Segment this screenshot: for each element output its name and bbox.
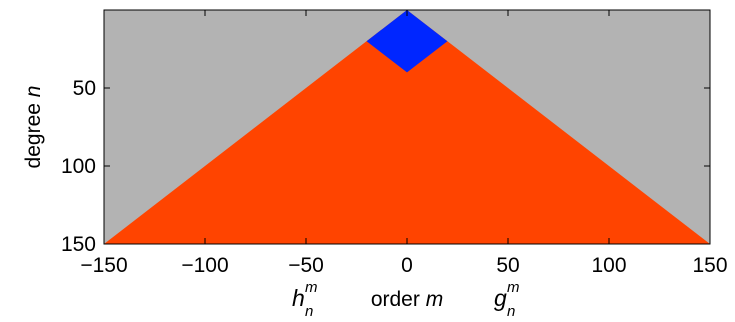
x-tick-label: 100: [591, 254, 626, 277]
y-axis-ticks: 50 100 150: [61, 77, 710, 256]
x-axis-ticks: −150 −100 −50 0 50 100 150: [80, 10, 728, 277]
annotation-subscript: n: [305, 303, 313, 320]
y-tick-label: 150: [61, 233, 96, 256]
x-tick-label: −50: [288, 254, 324, 277]
y-tick-label: 100: [61, 155, 96, 178]
region-triangle: [104, 10, 710, 244]
x-tick-label: 150: [692, 254, 727, 277]
annotation-base: g: [494, 285, 507, 311]
annotation-superscript: m: [305, 279, 318, 296]
x-tick-label: 0: [401, 254, 413, 277]
x-tick-label: −150: [80, 254, 127, 277]
y-tick-label: 50: [73, 77, 96, 100]
x-axis-label: order m: [371, 288, 443, 311]
annotation-superscript: m: [507, 279, 520, 296]
region-diamond: [366, 10, 448, 73]
y-axis-label: degree n: [22, 86, 45, 169]
annotation-g-coefficient: g mn: [494, 279, 520, 320]
x-tick-label: 50: [496, 254, 519, 277]
annotation-subscript: n: [507, 303, 515, 320]
x-tick-label: −100: [181, 254, 228, 277]
plot-area: [104, 10, 710, 244]
annotation-h-coefficient: h mn: [292, 279, 318, 320]
annotation-base: h: [292, 285, 305, 311]
chart-annotations: h mng mn: [292, 279, 520, 320]
